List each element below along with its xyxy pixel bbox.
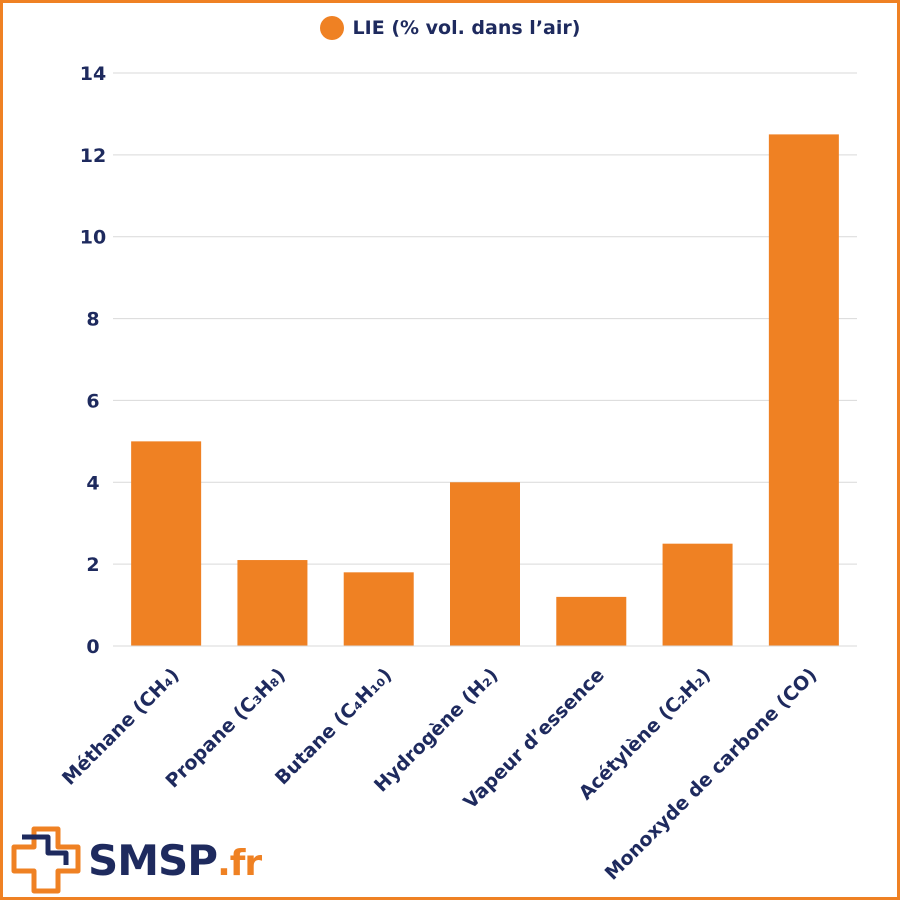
y-tick-label: 6 [86,390,99,412]
bar [131,441,202,646]
brand-tld: .fr [217,842,262,884]
bar [556,596,627,646]
y-tick-label: 14 [80,63,106,85]
legend: LIE (% vol. dans l’air) [0,16,900,40]
x-tick-label: Méthane (CH₄) [58,664,184,790]
y-tick-label: 10 [80,227,106,249]
y-tick-label: 0 [86,636,99,658]
x-tick-label: Butane (C₄H₁₀) [271,664,396,789]
y-tick-label: 8 [86,309,99,331]
bar [662,543,733,646]
y-tick-label: 12 [80,145,106,167]
y-tick-label: 2 [86,554,99,576]
legend-swatch [319,16,344,40]
medical-cross-logo-icon [11,826,81,894]
bar [768,134,839,646]
x-tick-label: Monoxyde de carbone (CO) [601,664,822,885]
bar [450,482,520,646]
bar [343,572,414,646]
brand-name-main: SMSP [88,835,218,885]
y-tick-label: 4 [86,472,99,494]
brand-name: SMSP.fr [88,835,262,885]
bar [237,560,308,646]
brand-logo: SMSP.fr [8,824,262,896]
legend-label: LIE (% vol. dans l’air) [352,17,581,39]
